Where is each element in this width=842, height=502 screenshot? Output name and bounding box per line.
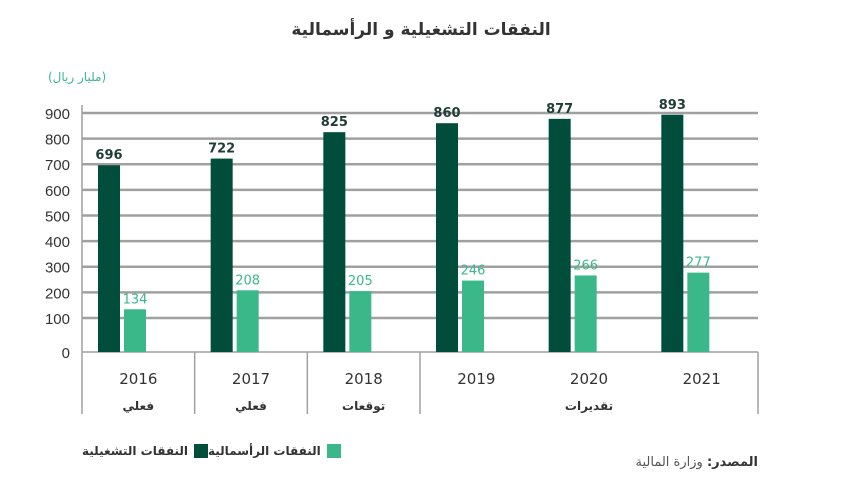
bar-capital: [462, 280, 484, 352]
y-tick-label: 800: [45, 132, 70, 149]
data-label: 722: [208, 142, 235, 157]
source-value: وزارة المالية: [635, 455, 707, 470]
x-tick-label: 2018: [345, 370, 383, 388]
data-label: 134: [123, 292, 148, 307]
data-label: 205: [348, 274, 373, 289]
group-label: فعلي: [122, 399, 154, 413]
source-note: المصدر: وزارة المالية: [636, 455, 759, 470]
y-axis-unit: (مليار ريال): [48, 70, 107, 84]
x-tick-label: 2017: [232, 370, 270, 388]
bar-operating: [210, 158, 233, 352]
legend-swatch-operating: [194, 444, 209, 458]
data-label: 877: [546, 102, 573, 117]
y-tick-label: 900: [45, 106, 70, 123]
bar-capital: [236, 290, 259, 352]
bar-capital: [687, 272, 710, 352]
data-label: 860: [433, 106, 460, 121]
y-tick-label: 700: [45, 157, 70, 174]
x-tick-label: 2020: [570, 370, 608, 388]
data-label: 246: [461, 264, 486, 279]
data-label: 825: [321, 115, 348, 130]
y-tick-label: 400: [45, 234, 70, 251]
y-tick-label: 500: [45, 208, 70, 225]
legend-item-capital: النفقات الرأسمالية: [208, 444, 341, 458]
x-tick-label: 2019: [457, 370, 495, 388]
x-tick-label: 2016: [119, 370, 157, 388]
bar-operating: [323, 132, 346, 352]
data-label: 208: [235, 273, 260, 288]
bar-capital: [349, 291, 372, 352]
bar-capital: [574, 275, 597, 352]
y-tick-label: 100: [45, 311, 70, 328]
y-tick-label: 300: [45, 260, 70, 277]
data-label: 893: [659, 98, 686, 113]
bar-operating: [548, 118, 571, 353]
group-label: فعلي: [235, 399, 267, 413]
group-label: تقديرات: [565, 399, 613, 413]
bar-operating: [661, 114, 684, 353]
legend-item-operating: النفقات التشغيلية: [82, 444, 209, 458]
x-tick-label: 2021: [683, 370, 721, 388]
bar-operating: [436, 123, 458, 352]
legend-swatch-capital: [326, 444, 341, 458]
y-tick-label: 200: [45, 285, 70, 302]
data-label: 696: [95, 148, 122, 163]
bar-capital: [124, 309, 146, 352]
data-label: 277: [686, 256, 711, 271]
y-tick-label: 0: [62, 345, 70, 362]
legend-label-capital: النفقات الرأسمالية: [208, 444, 321, 458]
y-tick-label: 600: [45, 183, 70, 200]
data-label: 266: [573, 258, 598, 273]
chart-title: النفقات التشغيلية و الرأسمالية: [291, 20, 551, 40]
source-label: المصدر:: [706, 455, 758, 470]
bar-operating: [98, 165, 120, 352]
group-label: توقعات: [342, 399, 385, 414]
legend-label-operating: النفقات التشغيلية: [82, 444, 189, 458]
